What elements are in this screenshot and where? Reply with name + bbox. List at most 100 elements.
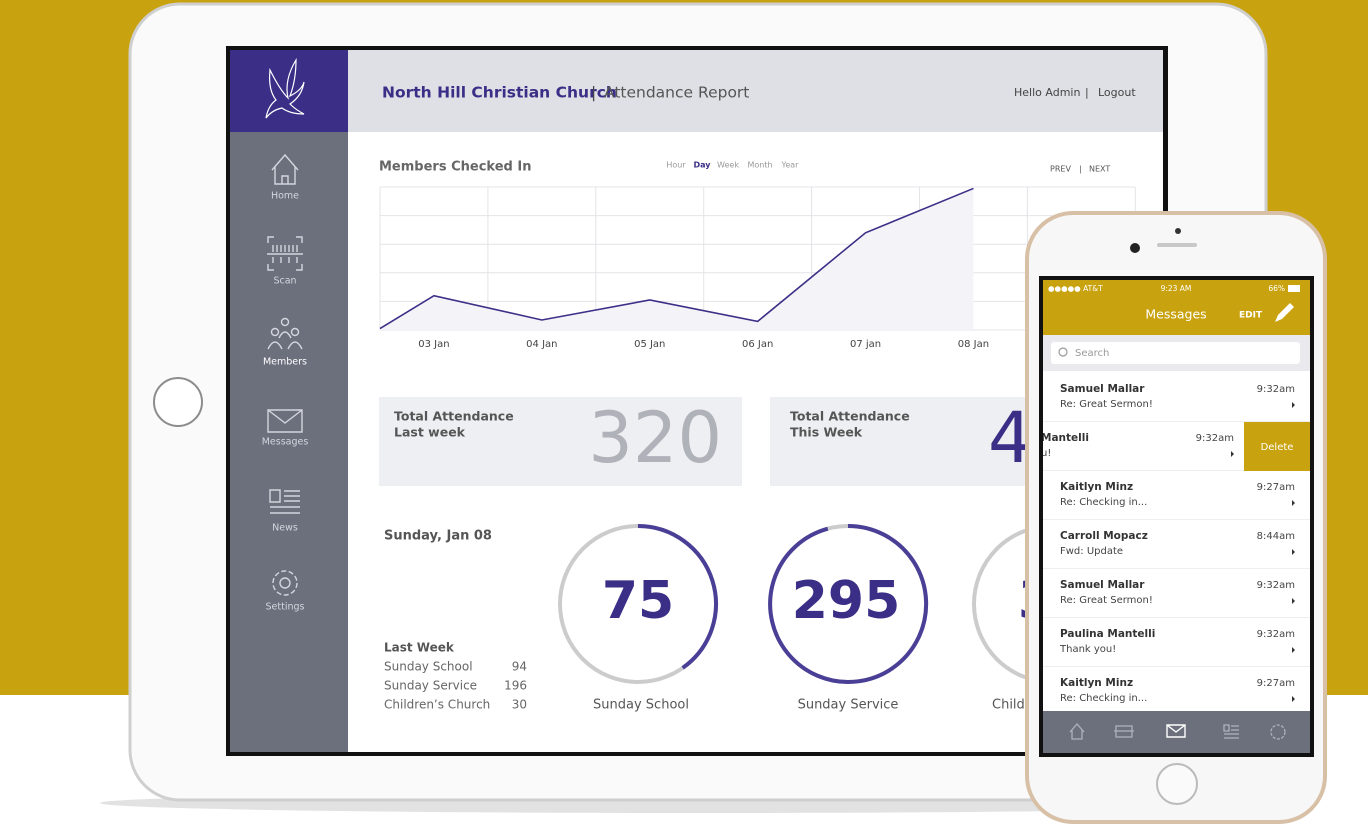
line xyxy=(379,187,974,330)
delete-label: Delete xyxy=(1261,442,1294,453)
row-value: 94 xyxy=(512,660,527,674)
nav-label[interactable]: Home xyxy=(271,191,299,202)
nav-bar xyxy=(1043,280,1310,335)
search-placeholder: Search xyxy=(1075,348,1109,359)
nav-label[interactable]: Messages xyxy=(262,437,309,448)
x-tick-label: 06 Jan xyxy=(742,339,773,350)
sender: Kaitlyn Minz xyxy=(1060,481,1133,493)
time: 9:32am xyxy=(1257,384,1295,395)
sender: Mantelli xyxy=(1041,432,1089,444)
time: 9:27am xyxy=(1257,482,1295,493)
tab-news[interactable] xyxy=(1223,724,1239,739)
sender: Kaitlyn Minz xyxy=(1060,677,1133,689)
nav-label[interactable]: Settings xyxy=(266,602,305,613)
scan-icon[interactable] xyxy=(267,236,303,271)
page-title: Attendance Report xyxy=(604,84,749,102)
chevron xyxy=(1292,647,1295,653)
sender: Carroll Mopacz xyxy=(1060,530,1148,542)
ring-label: Sunday School xyxy=(593,698,689,713)
phone-content: ●●●●● AT&T 9:23 AM 66% Messages EDIT Sea… xyxy=(1041,280,1310,753)
range-option[interactable]: Month xyxy=(747,161,772,170)
sidebar xyxy=(230,50,348,752)
members-icon[interactable] xyxy=(267,317,303,350)
divider: | xyxy=(1085,86,1089,99)
message-row[interactable] xyxy=(1043,520,1310,569)
line-area xyxy=(380,188,974,330)
ring-value: 75 xyxy=(602,571,674,631)
camera xyxy=(1130,243,1140,253)
ring-label: Sunday Service xyxy=(798,698,899,713)
clock: 9:23 AM xyxy=(1161,284,1192,293)
card-label: Last week xyxy=(394,425,466,440)
message-row[interactable] xyxy=(1043,373,1310,422)
card-label: This Week xyxy=(790,425,863,440)
time: 9:32am xyxy=(1257,629,1295,640)
tab-scan[interactable] xyxy=(1114,725,1134,738)
message-row[interactable] xyxy=(1043,667,1310,716)
subject: Re: Great Sermon! xyxy=(1060,399,1153,410)
last-week-title: Last Week xyxy=(384,641,455,655)
x-tick-label: 04 Jan xyxy=(526,339,557,350)
speaker xyxy=(1157,243,1197,247)
settings-icon[interactable] xyxy=(272,570,298,596)
prev[interactable]: PREV xyxy=(1050,165,1071,174)
row-label: Children’s Church xyxy=(384,698,490,712)
range-option[interactable]: Year xyxy=(781,161,800,170)
home-icon[interactable] xyxy=(271,153,299,185)
message-row[interactable] xyxy=(1043,618,1310,667)
message-row[interactable] xyxy=(1043,471,1310,520)
nav-label[interactable]: News xyxy=(272,523,298,534)
sender: Samuel Mallar xyxy=(1060,383,1145,395)
range-option[interactable]: Hour xyxy=(666,161,686,170)
nav-divider: | xyxy=(1079,165,1082,174)
range-option[interactable]: Day xyxy=(693,161,711,170)
tab-messages[interactable] xyxy=(1166,724,1186,738)
sensor xyxy=(1175,228,1181,234)
battery-icon xyxy=(1288,285,1300,292)
org-name: North Hill Christian Church xyxy=(382,84,617,102)
subject: Re: Checking in... xyxy=(1060,693,1147,704)
row-label: Sunday Service xyxy=(384,679,477,693)
time: 9:32am xyxy=(1257,580,1295,591)
row-value: 196 xyxy=(504,679,527,693)
ring-value: 295 xyxy=(792,571,901,631)
edit[interactable]: EDIT xyxy=(1239,311,1263,321)
date: Sunday, Jan 08 xyxy=(384,529,492,544)
tab-settings[interactable] xyxy=(1270,724,1286,740)
chevron xyxy=(1292,500,1295,506)
subject: u! xyxy=(1041,448,1051,459)
x-tick-label: 08 Jan xyxy=(958,339,989,350)
battery: 66% xyxy=(1268,284,1285,293)
search-icon xyxy=(1058,347,1068,357)
delete-button[interactable] xyxy=(1244,422,1310,471)
card-value: 320 xyxy=(588,397,722,479)
header xyxy=(348,50,1163,132)
messages-icon[interactable] xyxy=(267,409,303,433)
x-tick-label: 05 Jan xyxy=(634,339,665,350)
subject: Re: Great Sermon! xyxy=(1060,595,1153,606)
search-input[interactable] xyxy=(1051,342,1300,364)
message-row[interactable] xyxy=(1043,569,1310,618)
carrier: ●●●●● AT&T xyxy=(1048,284,1103,293)
separator: | xyxy=(591,84,596,102)
time: 9:27am xyxy=(1257,678,1295,689)
ring-label: Child xyxy=(992,698,1025,713)
next[interactable]: NEXT xyxy=(1089,165,1110,174)
card-label: Total Attendance xyxy=(790,409,910,424)
news-icon[interactable] xyxy=(269,489,300,514)
subject: Re: Checking in... xyxy=(1060,497,1147,508)
tab-home[interactable] xyxy=(1069,723,1085,740)
nav-label[interactable]: Scan xyxy=(273,276,296,287)
subject: Fwd: Update xyxy=(1060,546,1123,557)
time: 8:44am xyxy=(1257,531,1295,542)
chevron xyxy=(1292,402,1295,408)
compose-icon[interactable] xyxy=(1275,303,1294,322)
card xyxy=(379,397,742,486)
nav-label[interactable]: Members xyxy=(263,357,307,368)
logout[interactable]: Logout xyxy=(1098,86,1136,99)
logo-block xyxy=(230,50,348,132)
subject: Thank you! xyxy=(1059,644,1116,655)
chevron xyxy=(1292,598,1295,604)
range-option[interactable]: Week xyxy=(717,161,739,170)
chart-title: Members Checked In xyxy=(379,160,531,175)
